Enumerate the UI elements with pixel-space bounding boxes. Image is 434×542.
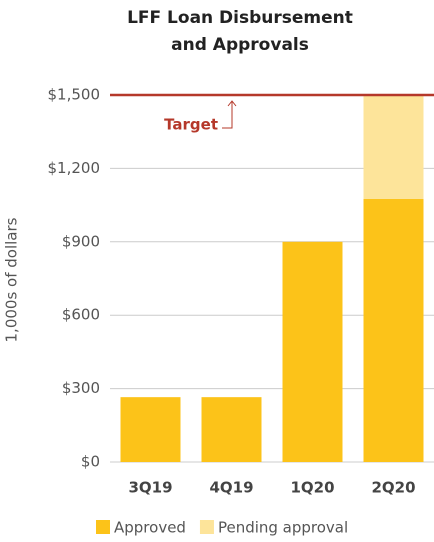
- y-tick-label: $1,500: [48, 86, 101, 104]
- x-tick-label: 1Q20: [290, 479, 334, 497]
- bar-segment: [201, 397, 262, 462]
- target-label: Target: [164, 116, 218, 134]
- y-tick-label: $0: [81, 453, 100, 471]
- chart-title: and Approvals: [171, 35, 309, 55]
- legend-label: Approved: [114, 519, 186, 537]
- x-tick-label: 3Q19: [128, 479, 172, 497]
- y-tick-label: $900: [62, 232, 100, 250]
- bar-segment: [120, 397, 181, 462]
- bar-segment: [363, 95, 424, 199]
- bar-segment: [363, 198, 424, 462]
- y-tick-label: $1,200: [48, 159, 101, 177]
- legend-swatch: [96, 520, 110, 534]
- x-tick-label: 4Q19: [209, 479, 253, 497]
- bar-segment: [282, 241, 343, 462]
- y-tick-label: $600: [62, 306, 100, 324]
- legend-swatch: [199, 520, 214, 534]
- target-arrow: [222, 100, 237, 129]
- y-axis-label: 1,000s of dollars: [3, 217, 21, 342]
- legend-label: Pending approval: [218, 519, 348, 537]
- y-tick-label: $300: [62, 379, 100, 397]
- chart-title: LFF Loan Disbursement: [127, 8, 353, 28]
- x-tick-label: 2Q20: [371, 479, 415, 497]
